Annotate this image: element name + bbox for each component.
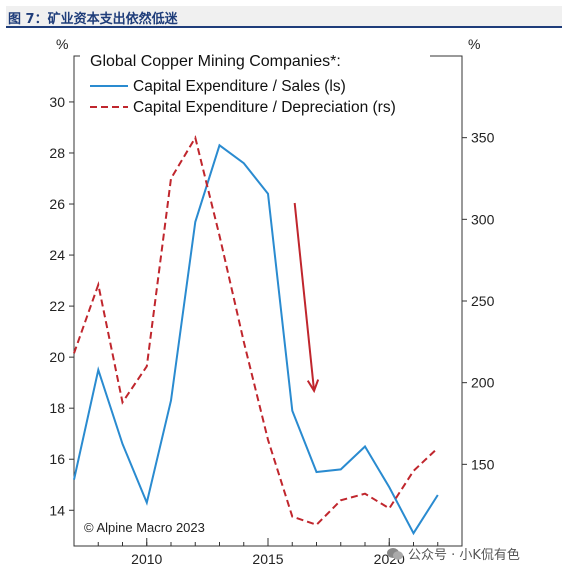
legend-label-sales: Capital Expenditure / Sales (ls)	[133, 78, 346, 95]
data-point	[411, 469, 415, 473]
data-point	[411, 531, 415, 535]
plot-frame	[73, 55, 463, 547]
data-point	[363, 444, 367, 448]
data-point	[96, 368, 100, 372]
x-axis: 2010 2015 2020	[97, 538, 439, 567]
watermark: 公众号 · 小K侃有色	[386, 544, 520, 563]
right-axis: 150 200 250 300 350	[462, 130, 495, 472]
left-tick-label: 18	[49, 400, 65, 416]
right-tick-label: 200	[471, 375, 495, 391]
annotation-arrow-head	[306, 379, 320, 394]
data-point	[290, 409, 294, 413]
left-tick-label: 30	[49, 94, 65, 110]
right-axis-unit: %	[468, 36, 480, 52]
data-point	[314, 470, 318, 474]
data-point	[436, 493, 440, 497]
right-tick-label: 250	[471, 293, 495, 309]
data-point	[120, 400, 124, 404]
data-point	[387, 506, 391, 510]
data-point	[242, 161, 246, 165]
data-point	[363, 492, 367, 496]
data-point	[72, 477, 76, 481]
annotation-layer	[293, 202, 320, 394]
figure-title: 图 7：矿业资本支出依然低迷	[8, 12, 178, 27]
x-tick-label: 2015	[252, 551, 283, 567]
left-tick-label: 14	[49, 502, 65, 518]
legend-label-depreciation: Capital Expenditure / Depreciation (rs)	[133, 99, 396, 116]
copyright: © Alpine Macro 2023	[84, 520, 205, 535]
data-point	[217, 143, 221, 147]
data-point	[266, 438, 270, 442]
data-point	[96, 282, 100, 286]
data-point	[387, 485, 391, 489]
data-point	[217, 233, 221, 237]
annotation-arrow-shaft	[293, 202, 316, 391]
left-tick-label: 24	[49, 247, 65, 263]
data-point	[169, 398, 173, 402]
left-axis: 14 16 18 20 22 24 26 28 30	[49, 94, 74, 518]
right-tick-label: 300	[471, 211, 495, 227]
watermark-text: 公众号 · 小K侃有色	[408, 548, 520, 563]
right-tick-label: 350	[471, 130, 495, 146]
figure-header: 图 7：矿业资本支出依然低迷	[6, 6, 562, 28]
data-point	[242, 340, 246, 344]
left-tick-label: 26	[49, 196, 65, 212]
series-line-capex-depreciation	[73, 135, 439, 526]
data-point	[193, 135, 197, 139]
left-tick-label: 22	[49, 298, 65, 314]
legend-background	[80, 45, 430, 117]
data-point	[314, 523, 318, 527]
legend-title: Global Copper Mining Companies*:	[90, 53, 341, 70]
data-point	[72, 351, 76, 355]
data-point	[436, 446, 440, 450]
data-point	[266, 192, 270, 196]
left-tick-label: 20	[49, 349, 65, 365]
wechat-icon	[387, 547, 403, 560]
series-layer	[72, 135, 440, 536]
x-tick-label: 2010	[131, 551, 162, 567]
data-point	[169, 176, 173, 180]
data-point	[145, 500, 149, 504]
left-tick-label: 16	[49, 451, 65, 467]
left-tick-label: 28	[49, 145, 65, 161]
data-point	[193, 220, 197, 224]
left-axis-unit: %	[56, 36, 68, 52]
data-point	[290, 514, 294, 518]
data-point	[120, 442, 124, 446]
data-point	[339, 498, 343, 502]
data-point	[145, 364, 149, 368]
right-tick-label: 150	[471, 456, 495, 472]
data-point	[339, 467, 343, 471]
series-line-capex-sales	[73, 143, 439, 536]
